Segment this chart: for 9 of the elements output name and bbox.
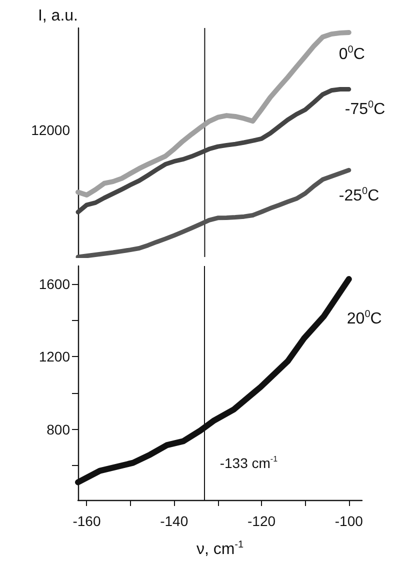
y-tick-label: 1600 (38, 276, 70, 292)
x-tick-label: -160 (72, 513, 101, 529)
y-axis-title: I, a.u. (38, 8, 78, 24)
text: 12000 (31, 122, 70, 138)
y-tick-label: 1200 (38, 348, 70, 365)
y-tick-label: 800 (46, 421, 70, 438)
x-tick-label: -120 (247, 513, 276, 529)
x-tick-label: -100 (334, 513, 364, 529)
x-tick-label: -140 (160, 513, 188, 529)
